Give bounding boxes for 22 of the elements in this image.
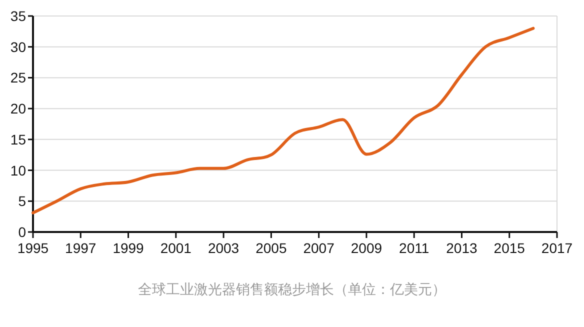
x-tick-label: 2009 bbox=[350, 240, 382, 256]
y-tick-label: 25 bbox=[10, 70, 26, 86]
x-tick-label: 2003 bbox=[208, 240, 240, 256]
y-tick-label: 35 bbox=[10, 8, 26, 24]
y-tick-label: 0 bbox=[18, 224, 26, 240]
y-tick-label: 20 bbox=[10, 100, 26, 117]
x-tick-label: 1999 bbox=[112, 240, 144, 256]
x-tick-label: 2017 bbox=[541, 240, 573, 256]
x-tick-label: 2007 bbox=[303, 240, 335, 256]
y-tick-label: 30 bbox=[10, 38, 26, 55]
x-tick-label: 2011 bbox=[399, 240, 430, 256]
y-tick-label: 15 bbox=[10, 131, 26, 148]
x-tick-label: 1997 bbox=[65, 240, 96, 256]
x-tick-label: 2015 bbox=[494, 240, 526, 256]
x-tick-label: 2005 bbox=[256, 240, 287, 256]
y-tick-label: 10 bbox=[10, 162, 26, 178]
line-series bbox=[32, 26, 535, 214]
y-tick-label: 5 bbox=[18, 193, 26, 210]
x-tick-label: 2001 bbox=[160, 240, 192, 256]
text: 全球工业激光器销售额稳步增长（单位：亿美元） bbox=[138, 281, 446, 297]
x-tick-label: 2013 bbox=[446, 240, 478, 256]
x-tick-label: 1995 bbox=[17, 240, 49, 256]
